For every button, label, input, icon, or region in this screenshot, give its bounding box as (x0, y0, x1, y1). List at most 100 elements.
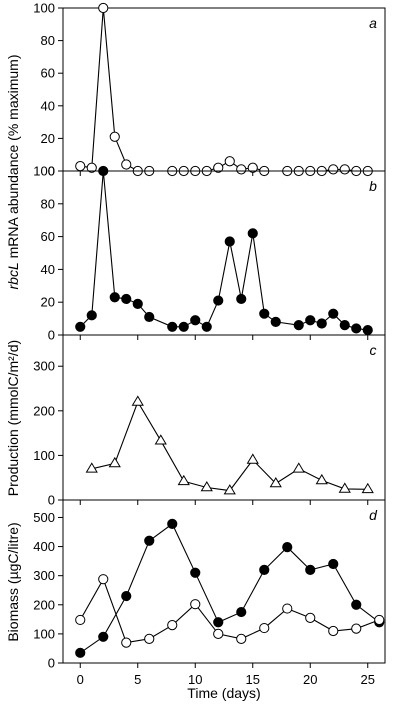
data-point (200, 481, 213, 492)
data-point (167, 620, 178, 631)
x-tick-label: 25 (361, 672, 375, 687)
panel-a: 0 20 40 60 80 100 a (33, 1, 386, 179)
data-point (86, 310, 97, 321)
data-point (305, 612, 316, 623)
data-point (144, 535, 155, 546)
data-point (269, 477, 282, 488)
y-tick-label: 100 (33, 164, 55, 179)
y-tick-label: 60 (41, 66, 55, 81)
data-point (305, 564, 316, 575)
data-point (98, 631, 109, 642)
data-point (109, 131, 120, 142)
panel-frame (62, 7, 386, 172)
data-point (224, 236, 235, 247)
y-tick-label: 400 (33, 539, 55, 554)
y-tick-label: 20 (41, 295, 55, 310)
data-point (131, 395, 144, 406)
panel-label: d (369, 507, 378, 523)
data-point (246, 453, 259, 464)
data-point (282, 542, 293, 553)
data-point (190, 315, 201, 326)
data-point (351, 323, 362, 334)
panel-b: 0 20 40 60 80 100 b (33, 164, 386, 343)
data-point (236, 633, 247, 644)
data-point (121, 590, 132, 602)
y-tick-label: 100 (33, 626, 55, 641)
data-point (362, 324, 373, 336)
y-tick-label: 20 (41, 131, 55, 146)
series-line (79, 170, 368, 331)
data-point (190, 567, 201, 578)
data-point (259, 564, 270, 575)
y-tick-label: 200 (33, 597, 55, 612)
panel-label: a (369, 15, 377, 31)
panel-d: 0 100 200 300 400 500 0 5 10 15 20 25 d (33, 499, 386, 687)
panel-frame (62, 334, 386, 501)
data-point (338, 482, 351, 493)
data-point (259, 622, 270, 634)
y-tick-label: 500 (33, 510, 55, 525)
data-point (201, 321, 212, 332)
data-point (236, 606, 247, 618)
y-tick-label: 0 (48, 656, 55, 671)
data-point (75, 321, 86, 332)
y-tick-label: 80 (41, 196, 55, 211)
data-point (315, 473, 328, 485)
data-point (224, 156, 235, 167)
data-point (108, 456, 121, 468)
panel-frame (62, 499, 386, 664)
data-point (167, 321, 178, 332)
data-point (144, 633, 155, 644)
data-point (213, 617, 224, 628)
y-axis-label-italic: rbcL (5, 262, 21, 289)
y-tick-label: 200 (33, 403, 55, 418)
y-axis-label-production: Production (mmolC/m²/d) (5, 340, 21, 496)
y-tick-label: 300 (33, 568, 55, 583)
data-point (351, 599, 362, 610)
data-point (178, 321, 189, 332)
data-point (328, 558, 339, 570)
data-point (85, 462, 98, 473)
y-tick-label: 300 (33, 359, 55, 374)
data-point (86, 162, 97, 173)
data-point (75, 614, 86, 626)
data-point (361, 482, 374, 494)
data-point (109, 292, 120, 303)
data-point (98, 574, 109, 585)
data-point (328, 164, 339, 175)
data-point (177, 474, 190, 486)
y-tick-label: 40 (41, 98, 55, 113)
data-point (328, 625, 339, 637)
x-tick-label: 5 (134, 672, 141, 687)
data-point (247, 162, 258, 173)
data-point (305, 315, 316, 326)
x-tick-label: 0 (77, 672, 84, 687)
data-point (144, 311, 155, 323)
data-point (223, 484, 236, 495)
data-point (154, 434, 167, 445)
y-tick-label: 0 (48, 164, 55, 179)
data-point (132, 298, 143, 309)
data-point (293, 320, 304, 331)
data-point (351, 623, 362, 634)
data-point (98, 2, 109, 14)
y-axis-label-mrna: rbcL mRNA abundance (% maximum) (5, 55, 21, 290)
data-point (328, 308, 339, 319)
data-point (292, 462, 305, 473)
y-tick-label: 100 (33, 1, 55, 16)
data-point (75, 161, 86, 172)
data-point (339, 164, 350, 175)
y-tick-label: 80 (41, 33, 55, 48)
data-point (282, 603, 293, 614)
y-axis-label-biomass: Biomass (µgC/litre) (5, 522, 21, 641)
data-point (316, 318, 327, 329)
data-point (259, 308, 270, 319)
y-tick-label: 40 (41, 262, 55, 277)
y-tick-label: 0 (48, 493, 55, 508)
panel-label: b (369, 178, 377, 194)
series-line (80, 7, 368, 172)
data-point (75, 647, 86, 658)
x-axis-label: Time (days) (187, 685, 260, 701)
data-point (121, 293, 132, 305)
